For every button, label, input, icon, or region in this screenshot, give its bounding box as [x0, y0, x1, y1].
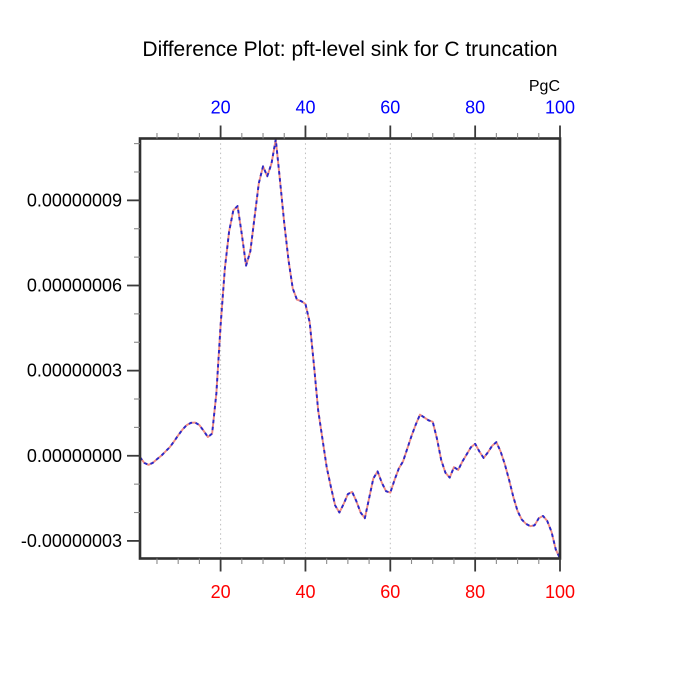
y-tick-label: 0.00000006 [27, 276, 122, 296]
x-tick-label-top: 80 [465, 98, 485, 118]
plot-frame [138, 137, 562, 560]
x-tick-label-bottom: 100 [545, 582, 575, 602]
x-tick-label-bottom: 60 [380, 582, 400, 602]
x-tick-label-top: 60 [380, 98, 400, 118]
y-tick-label: 0.00000003 [27, 361, 122, 381]
y-tick-label: 0.00000009 [27, 190, 122, 210]
x-tick-label-bottom: 20 [211, 582, 231, 602]
y-tick-label: -0.00000003 [21, 531, 122, 551]
difference-curve-red [139, 138, 561, 559]
top-axis-unit-label: PgC [528, 78, 560, 95]
x-tick-label-bottom: 80 [465, 582, 485, 602]
x-tick-label-top: 20 [211, 98, 231, 118]
x-tick-label-top: 40 [295, 98, 315, 118]
x-tick-label-bottom: 40 [295, 582, 315, 602]
chart-title: Difference Plot: pft-level sink for C tr… [142, 38, 558, 61]
y-tick-label: 0.00000000 [27, 446, 122, 466]
difference-curve-blue [139, 138, 561, 559]
x-tick-label-top: 100 [545, 98, 575, 118]
